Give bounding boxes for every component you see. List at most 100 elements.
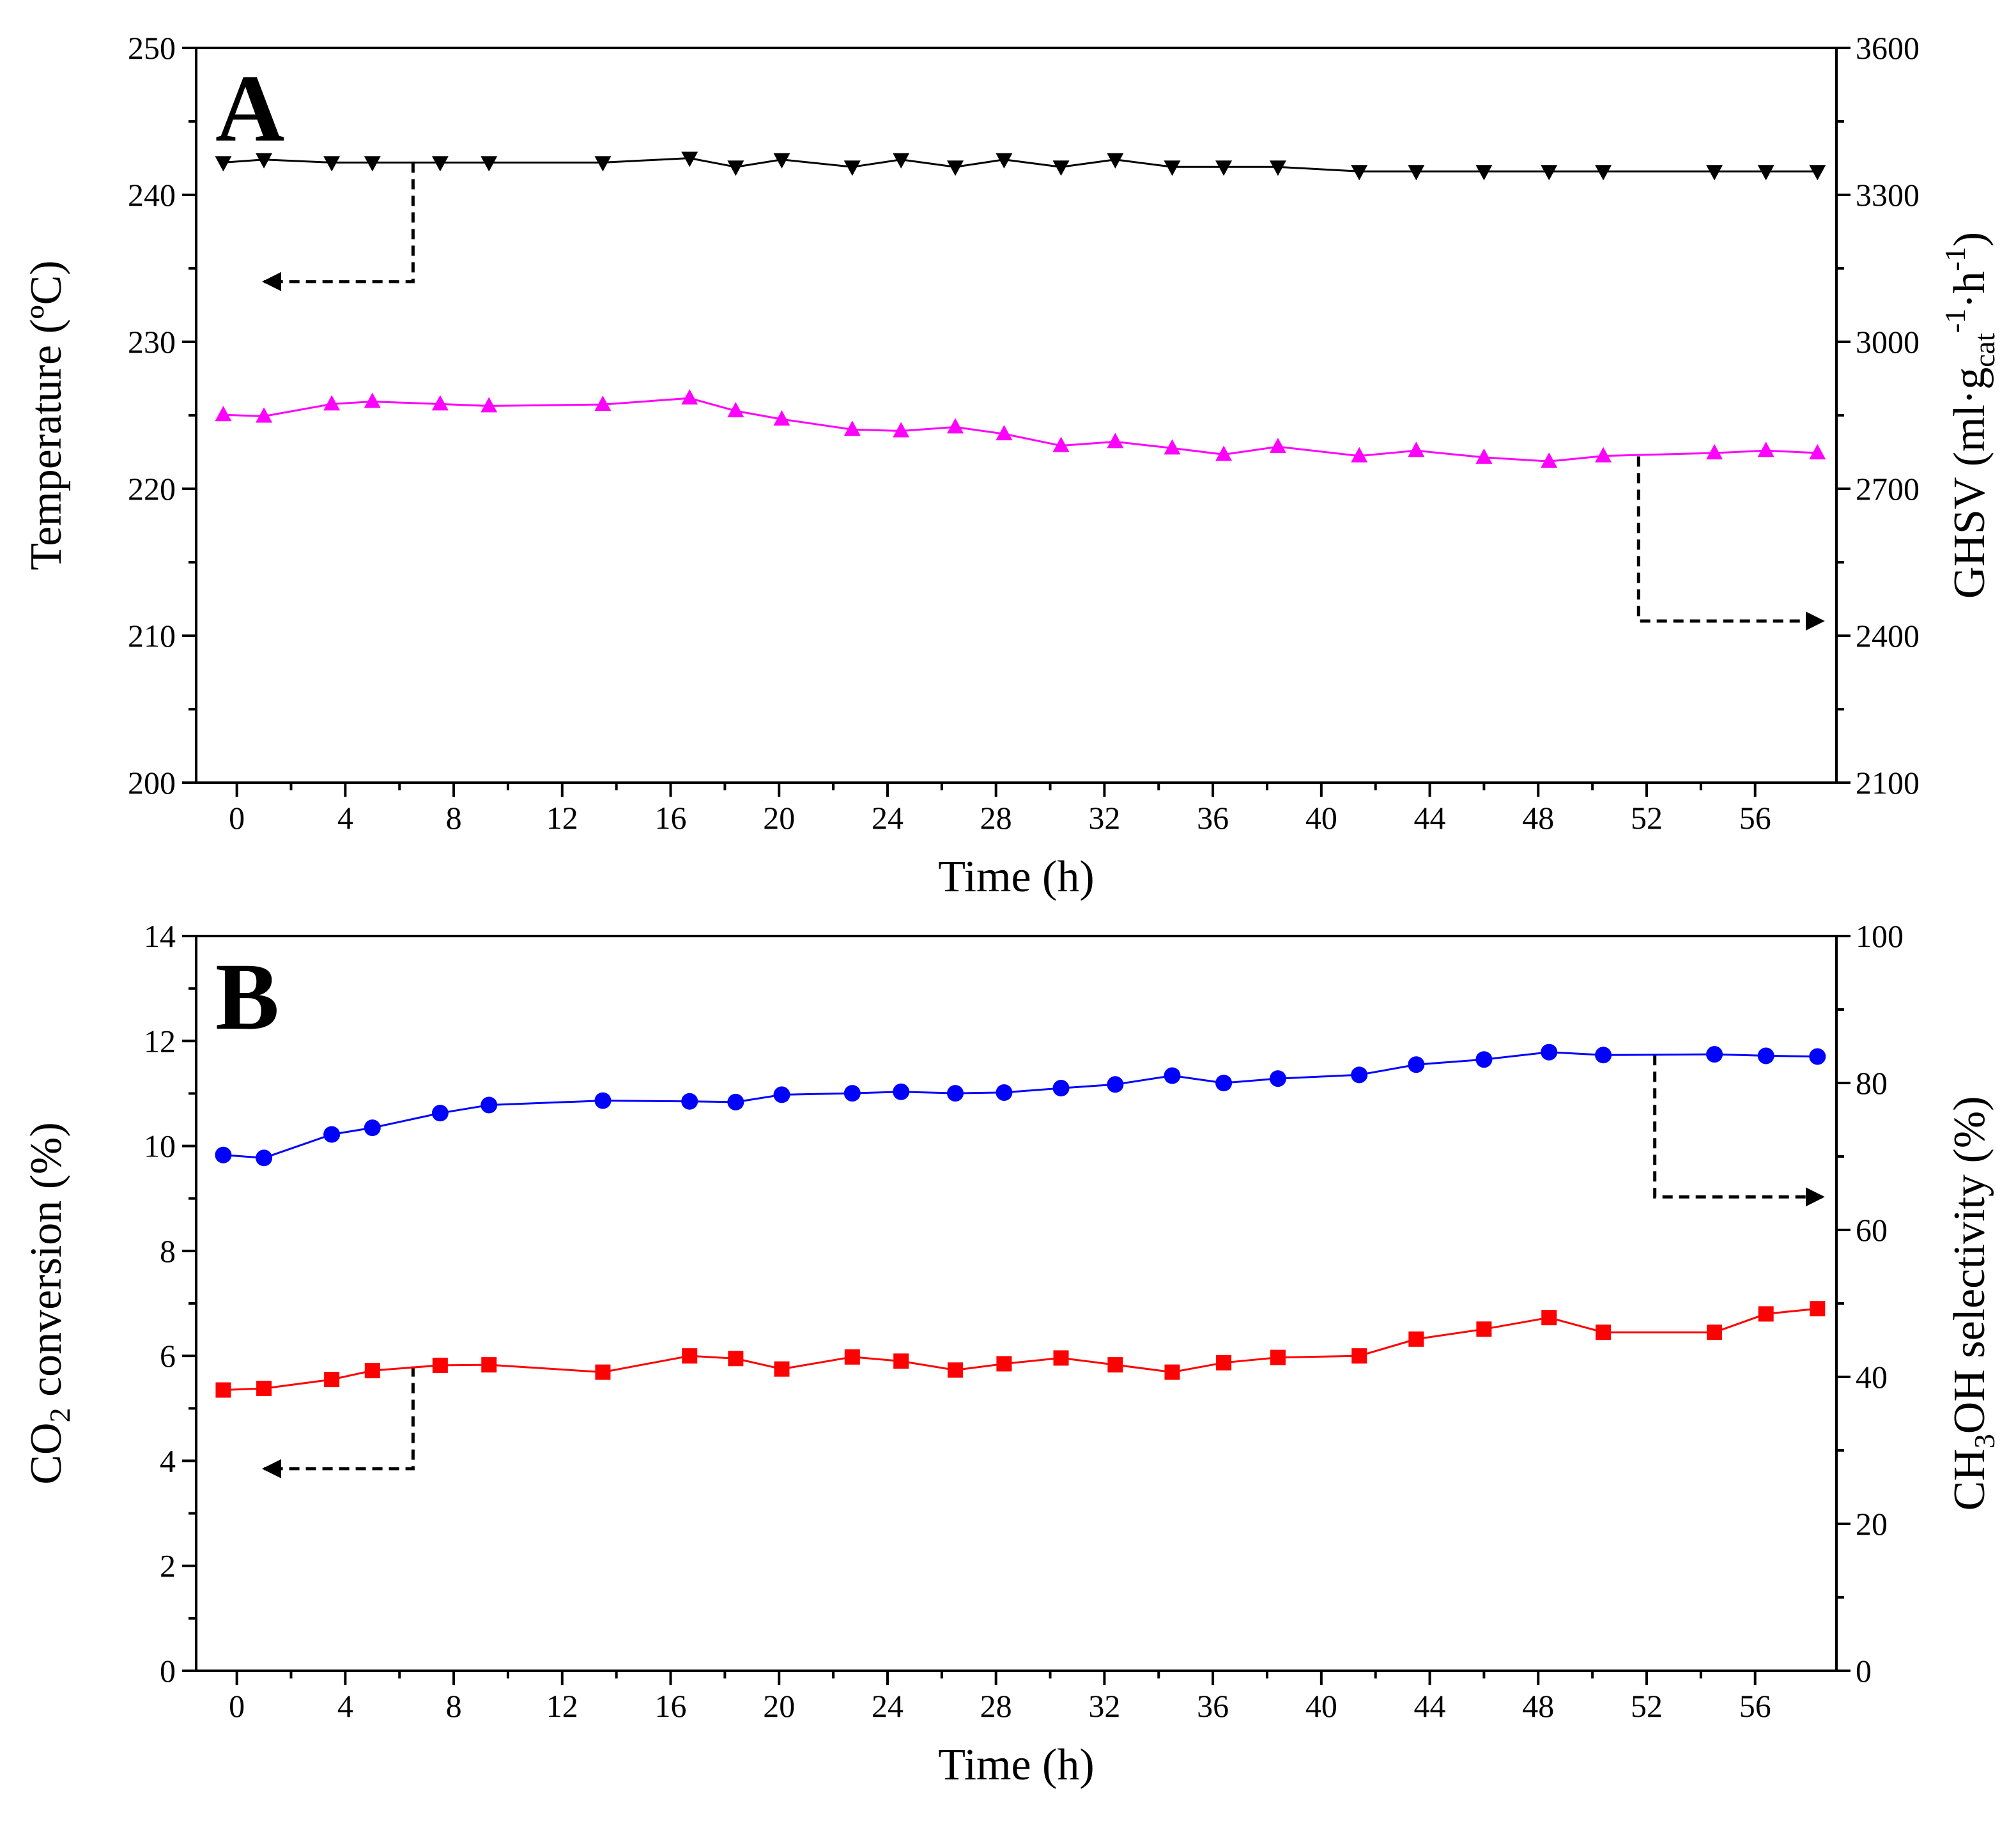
panel-b-x-tick-label: 20 <box>763 1688 795 1724</box>
panel-b-co2-conversion-point <box>1476 1321 1492 1337</box>
panel-a-right-y-tick-label: 2100 <box>1856 765 1920 801</box>
panel-b-ch3oh-selectivity-point <box>1269 1070 1286 1087</box>
panel-a-x-tick-label: 20 <box>763 800 795 836</box>
panel-a-temperature-point <box>1164 160 1181 176</box>
panel-a-ghsv-point <box>1757 441 1774 457</box>
panel-a-temperature-point <box>996 153 1013 169</box>
panel-b-ch3oh-selectivity-line <box>223 1051 1818 1159</box>
panel-b-left-y-tick-label: 14 <box>144 918 176 954</box>
panel-a-x-tick-label: 16 <box>655 800 687 836</box>
panel-a-left-y-tick-label: 250 <box>128 30 176 66</box>
panel-b-ch3oh-selectivity-point <box>594 1092 612 1109</box>
panel-b-ch3oh-selectivity-point <box>727 1093 744 1110</box>
panel-b-ch3oh-selectivity-point <box>893 1083 910 1100</box>
panel-a-temperature-point <box>727 160 744 176</box>
panel-a-temperature-point <box>1809 165 1826 181</box>
panel-a-x-tick-label: 36 <box>1197 800 1229 836</box>
panel-a-ghsv-point <box>681 389 698 405</box>
panel-b-ch3oh-selectivity-point <box>681 1093 698 1110</box>
panel-b-x-tick-label: 36 <box>1197 1688 1229 1724</box>
panel-a-temperature-point <box>481 156 498 172</box>
panel-a-right-y-axis-title-sup1: -1 <box>1939 309 1971 333</box>
panel-b-ch3oh-selectivity-point <box>1809 1048 1826 1065</box>
panel-a-right-y-tick-label: 2700 <box>1856 471 1920 507</box>
panel-b-right-y-axis-title-sub: 3 <box>1968 1434 2001 1448</box>
panel-a-x-axis-title: Time (h) <box>938 852 1094 902</box>
panel-b-conversion-selectivity-chart: 0 4 8 12 16 20 24 28 32 36 40 44 48 52 560246810121402… <box>22 918 2001 1790</box>
panel-a-right-y-axis-title: GHSV (ml·gcat-1·h-1) <box>1939 232 2001 599</box>
panel-b-co2-conversion-point <box>1270 1349 1286 1365</box>
panel-a-temperature-point <box>215 156 232 172</box>
panel-a-temperature-point <box>431 156 449 172</box>
panel-a-temperature-point <box>1215 160 1233 176</box>
panel-a-right-y-axis-title-main: GHSV (ml·g <box>1945 367 1994 599</box>
panel-b-co2-conversion-point <box>256 1381 272 1397</box>
panel-a-x-tick-label: 48 <box>1522 800 1554 836</box>
panel-a-temperature-point <box>1541 165 1558 181</box>
panel-a-ghsv-point <box>1595 447 1612 463</box>
panel-a-ghsv-point <box>364 392 381 408</box>
panel-a-ghsv-point <box>1408 441 1425 457</box>
panel-a-ghsv-point <box>947 418 964 434</box>
panel-a-x-tick-label: 8 <box>446 800 462 836</box>
panel-b-co2-conversion-point <box>728 1351 744 1367</box>
panel-b-x-tick-label: 8 <box>446 1688 462 1724</box>
panel-a-ghsv-point <box>1809 444 1826 460</box>
panel-b-co2-conversion-point <box>1810 1301 1826 1317</box>
panel-a-right-y-tick-label: 3300 <box>1856 177 1920 213</box>
panel-a-x-tick-label: 28 <box>980 800 1012 836</box>
panel-a-x-tick-label: 40 <box>1305 800 1337 836</box>
panel-b-co2-conversion-point <box>1408 1331 1424 1347</box>
panel-a-ghsv-point <box>1052 436 1070 452</box>
panel-b-co2-conversion-point <box>1216 1355 1232 1370</box>
panel-b-x-tick-label: 4 <box>337 1688 353 1724</box>
panel-b-co2-conversion-point <box>595 1364 611 1380</box>
panel-a-x-tick-label: 32 <box>1088 800 1120 836</box>
panel-b-ch3oh-selectivity-point <box>1706 1046 1723 1063</box>
panel-b-left-y-tick-label: 0 <box>160 1653 176 1689</box>
panel-b-right-y-axis-title: CH3OH selectivity (%) <box>1945 1096 2001 1511</box>
panel-a-ghsv-point <box>773 410 790 426</box>
panel-a-ghsv-point <box>996 425 1013 441</box>
panel-a-ghsv-line <box>223 397 1818 463</box>
panel-b-x-tick-label: 48 <box>1522 1688 1554 1724</box>
panel-b-ch3oh-selectivity-point <box>843 1085 861 1102</box>
panel-a-temperature-point <box>256 153 273 169</box>
panel-a-temperature-point <box>1052 160 1070 176</box>
panel-b-left-y-axis-title-main: CO <box>22 1422 71 1484</box>
panel-a-temperature-line <box>223 157 1818 173</box>
panel-b-co2-conversion-point <box>324 1372 340 1388</box>
panel-b-co2-conversion-point <box>682 1348 698 1364</box>
panel-a-ghsv-point <box>727 402 744 418</box>
panel-a-right-y-axis-title-sub: cat <box>1968 333 2001 367</box>
panel-a-guide-arrow-left <box>262 162 415 291</box>
panel-b-guide-arrow-left <box>262 1366 415 1478</box>
panel-b-left-y-tick-label: 12 <box>144 1023 176 1059</box>
panel-a-right-y-axis-title-end: ) <box>1945 232 1994 247</box>
panel-a-ghsv-point <box>1351 447 1368 463</box>
panel-a-temperature-point <box>1269 160 1286 176</box>
panel-b-plot-frame <box>195 935 1838 1672</box>
panel-b-x-tick-label: 40 <box>1305 1688 1337 1724</box>
panel-b-x-tick-label: 16 <box>655 1688 687 1724</box>
panel-b-x-axis-title: Time (h) <box>938 1740 1094 1790</box>
panel-b-co2-conversion-point <box>432 1357 448 1373</box>
panel-b-left-y-axis-title-sub: 2 <box>43 1408 76 1422</box>
panel-a-temperature-point <box>323 156 341 172</box>
panel-a-ghsv-point <box>323 395 341 411</box>
panel-a-temperature-point <box>1706 165 1723 181</box>
panel-b-ch3oh-selectivity-point <box>323 1126 341 1143</box>
panel-a-ghsv-point <box>1541 452 1558 468</box>
panel-a-temperature-point <box>893 153 910 169</box>
panel-b-right-y-tick-label: 100 <box>1856 918 1904 954</box>
panel-b-x-tick-label: 28 <box>980 1688 1012 1724</box>
panel-b-ch3oh-selectivity-point <box>996 1084 1013 1101</box>
panel-a-x-tick-label: 12 <box>546 800 578 836</box>
panel-b-x-tick-label: 44 <box>1414 1688 1446 1724</box>
panel-b-co2-conversion-point <box>1758 1306 1774 1322</box>
panel-a-ghsv-point <box>1475 448 1493 464</box>
panel-a-right-y-tick-label: 2400 <box>1856 618 1920 654</box>
panel-a-temperature-point <box>1408 165 1425 181</box>
panel-b-co2-conversion-point <box>1541 1310 1557 1326</box>
panel-a-temperature-point <box>773 153 790 169</box>
